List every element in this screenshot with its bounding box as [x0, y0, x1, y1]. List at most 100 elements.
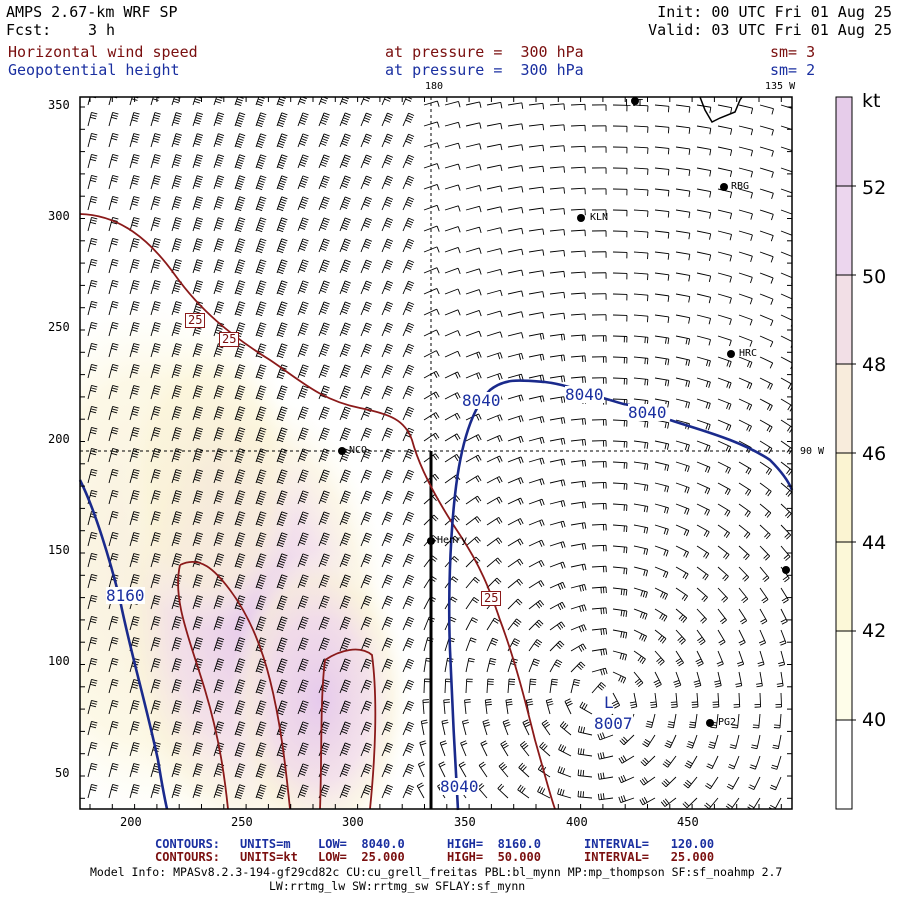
wind-barb: [255, 490, 267, 506]
wind-barb: [129, 742, 140, 757]
valid-time: Valid: 03 UTC Fri 01 Aug 25: [648, 21, 892, 39]
wind-barb: [276, 679, 288, 695]
wind-barb: [612, 209, 628, 217]
wind-barb: [129, 784, 140, 799]
forecast-hour: 3 h: [88, 21, 116, 39]
wind-barb: [402, 238, 415, 253]
wind-barb: [717, 587, 728, 603]
wind-barb: [234, 469, 246, 485]
model-title: AMPS 2.67-km WRF SP: [6, 3, 178, 21]
wind-barb: [381, 469, 394, 484]
wind-barb: [519, 740, 530, 757]
wind-barb: [318, 112, 330, 127]
station-label-rbg: RBG: [731, 181, 750, 192]
colorbar-level: 50: [862, 266, 887, 288]
wind-barb: [87, 321, 98, 337]
wind-barb: [549, 437, 566, 445]
wind-barb: [192, 406, 204, 421]
wind-barb: [684, 755, 698, 769]
wind-barb: [654, 482, 670, 493]
wind-barb: [423, 246, 440, 253]
wind-barb: [661, 776, 677, 788]
wind-barb: [192, 574, 204, 589]
wind-barb: [171, 301, 182, 316]
wind-barb: [297, 385, 309, 400]
wind-barb: [759, 524, 771, 540]
wind-barb: [402, 97, 413, 106]
wind-barb: [150, 259, 161, 274]
wind-barb: [591, 377, 607, 384]
colorbar-swatch: [836, 186, 852, 275]
wind-barb: [693, 671, 702, 688]
wind-barb: [213, 154, 225, 169]
wind-barb: [192, 259, 204, 274]
wind-barb: [297, 595, 309, 610]
wind-barb: [486, 289, 503, 297]
wind-barb: [171, 259, 182, 274]
wind-barb: [171, 469, 182, 484]
wind-barb: [591, 461, 607, 468]
wind-barb: [738, 482, 752, 496]
wind-barb: [486, 678, 494, 694]
wind-barb: [108, 406, 119, 421]
wind-barb: [150, 595, 161, 610]
x-tick-label: 350: [454, 815, 476, 829]
wind-barb: [738, 545, 750, 561]
wind-barb: [612, 671, 627, 684]
wind-barb: [108, 280, 119, 295]
wind-barb: [339, 616, 351, 631]
wind-barb: [738, 566, 750, 582]
wind-barb: [297, 532, 309, 547]
wind-barb: [422, 699, 430, 715]
wind-barb: [465, 637, 477, 652]
wind-barb: [234, 763, 246, 779]
wind-barb: [654, 188, 670, 197]
wind-barb: [297, 154, 309, 169]
wind-barb: [528, 270, 545, 277]
wind-barb: [192, 343, 204, 358]
wind-barb: [423, 616, 435, 631]
wind-barb: [339, 784, 351, 799]
wind-barb: [577, 748, 593, 757]
wind-barb: [255, 112, 267, 128]
wind-barb: [129, 427, 140, 442]
wind-barb: [465, 372, 482, 380]
height-contour-label: 8040: [462, 391, 501, 410]
wind-barb: [528, 416, 545, 424]
wind-barb: [150, 490, 161, 505]
wind-barb: [444, 288, 461, 295]
wind-barb: [360, 553, 372, 568]
wind-barb: [612, 524, 628, 533]
wind-barb: [759, 293, 774, 305]
contours-speed-interval: INTERVAL= 25.000: [584, 850, 715, 864]
wind-barb: [150, 427, 161, 442]
wind-barb: [129, 385, 140, 400]
wind-barb: [577, 725, 593, 736]
height-contour-label: 8040: [628, 403, 667, 422]
wind-barb: [381, 322, 394, 337]
wind-barb: [633, 167, 649, 175]
wind-barb: [675, 587, 688, 602]
wind-barb: [612, 230, 628, 238]
wind-barb: [234, 406, 246, 422]
wind-barb: [528, 332, 545, 340]
wind-barb: [87, 363, 98, 379]
init-time: Init: 00 UTC Fri 01 Aug 25: [657, 3, 892, 21]
wind-barb: [444, 596, 458, 610]
wind-barb: [381, 196, 394, 211]
wind-barb: [759, 167, 774, 178]
wind-barb: [108, 154, 119, 169]
wind-barb: [444, 330, 461, 337]
wind-barb: [339, 385, 351, 400]
wind-barb: [171, 154, 182, 169]
wind-barb: [108, 385, 119, 400]
wind-barb: [717, 503, 731, 517]
wind-barb: [87, 426, 98, 442]
wind-barb: [276, 553, 288, 569]
wind-barb: [297, 511, 309, 526]
wind-barb: [276, 322, 288, 338]
wind-barb: [318, 637, 330, 652]
wind-barb: [633, 209, 649, 217]
wind-barb: [402, 763, 415, 778]
wind-barb: [234, 616, 246, 632]
